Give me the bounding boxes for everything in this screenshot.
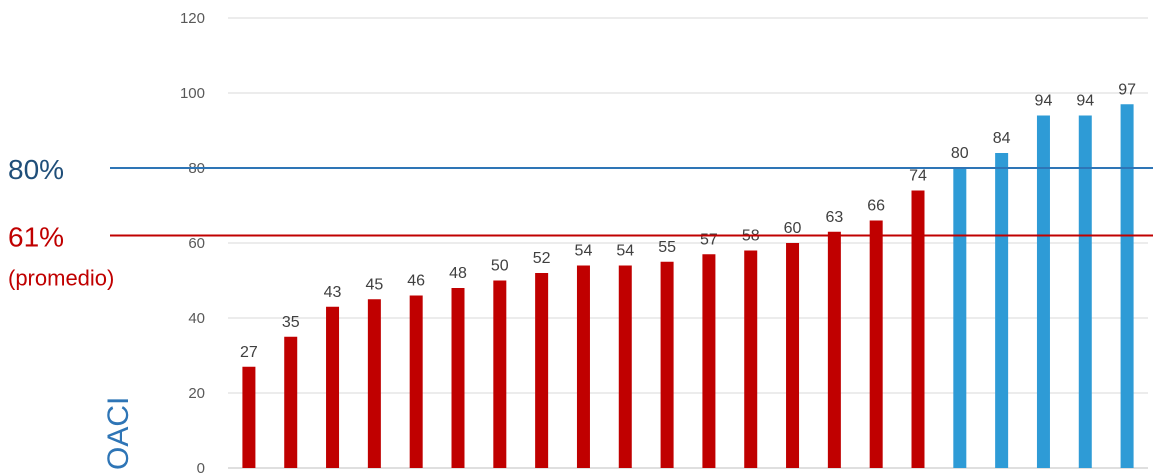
data-label: 84 (993, 130, 1011, 147)
bar (827, 231, 841, 468)
data-label: 43 (324, 284, 342, 301)
bar (911, 190, 925, 468)
data-label: 46 (407, 273, 425, 290)
bar (618, 265, 632, 468)
y-tick-label: 120 (180, 10, 205, 27)
data-label: 57 (700, 231, 718, 248)
bars (242, 104, 1134, 468)
y-tick-label: 0 (197, 460, 205, 476)
data-label: 66 (867, 198, 885, 215)
bar (1036, 115, 1050, 468)
bar (660, 261, 674, 468)
bar (451, 288, 465, 468)
data-label: 54 (575, 243, 593, 260)
bar (744, 250, 758, 468)
y-axis-label: OACI (102, 397, 135, 470)
y-tick-label: 60 (188, 235, 205, 252)
data-label: 50 (491, 258, 509, 275)
gridlines (228, 17, 1148, 469)
bar (995, 153, 1009, 468)
reference-line-note: (promedio) (8, 266, 114, 291)
reference-line-label: 61% (8, 222, 64, 253)
data-label: 54 (616, 243, 634, 260)
data-label: 35 (282, 314, 300, 331)
reference-line-label: 80% (8, 154, 64, 185)
data-label: 63 (825, 209, 843, 226)
data-label: 27 (240, 344, 258, 361)
reference-lines: 80% 61% (promedio) (8, 154, 1153, 291)
data-label: 52 (533, 250, 551, 267)
bar (576, 265, 590, 468)
bar (242, 366, 256, 468)
y-tick-label: 20 (188, 385, 205, 402)
bar (493, 280, 507, 468)
bar (1078, 115, 1092, 468)
data-label: 94 (1035, 93, 1053, 110)
data-label: 74 (909, 168, 927, 185)
bar (1120, 104, 1134, 468)
y-tick-label: 100 (180, 85, 205, 102)
bar (702, 254, 716, 468)
data-label: 60 (784, 220, 802, 237)
data-label: 48 (449, 265, 467, 282)
data-label: 97 (1118, 81, 1136, 98)
bar (409, 295, 423, 468)
data-label: 45 (365, 276, 383, 293)
y-tick-label: 40 (188, 310, 205, 327)
bar (326, 306, 340, 468)
bar (869, 220, 883, 468)
bar (535, 273, 549, 468)
bar (953, 168, 967, 468)
bar (284, 336, 298, 468)
bar (786, 243, 800, 468)
data-label: 80 (951, 145, 969, 162)
data-label: 55 (658, 239, 676, 256)
bar (367, 299, 381, 468)
data-label: 94 (1076, 93, 1094, 110)
